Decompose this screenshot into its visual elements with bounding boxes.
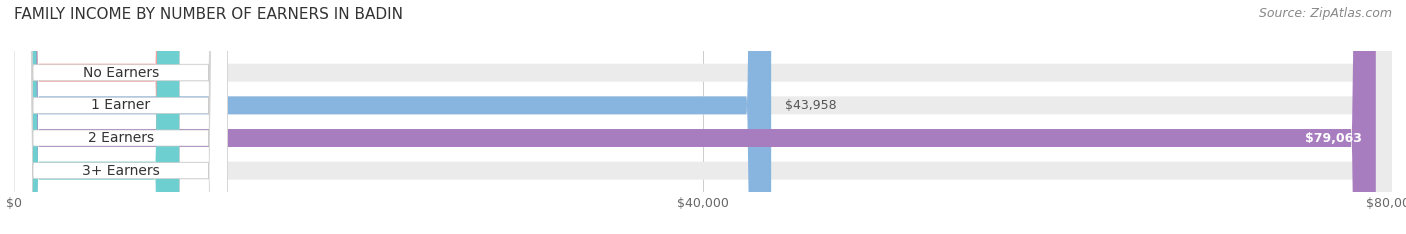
- Text: No Earners: No Earners: [83, 66, 159, 80]
- Text: Source: ZipAtlas.com: Source: ZipAtlas.com: [1258, 7, 1392, 20]
- FancyBboxPatch shape: [14, 0, 1376, 234]
- Text: 3+ Earners: 3+ Earners: [82, 164, 160, 178]
- FancyBboxPatch shape: [14, 0, 1392, 234]
- FancyBboxPatch shape: [14, 0, 1392, 234]
- Text: 1 Earner: 1 Earner: [91, 98, 150, 112]
- Text: $79,063: $79,063: [1305, 132, 1362, 145]
- FancyBboxPatch shape: [14, 0, 180, 234]
- Text: $43,958: $43,958: [785, 99, 837, 112]
- FancyBboxPatch shape: [14, 0, 770, 234]
- FancyBboxPatch shape: [14, 0, 1392, 234]
- Text: $0: $0: [193, 164, 209, 177]
- FancyBboxPatch shape: [14, 0, 180, 234]
- FancyBboxPatch shape: [14, 0, 228, 234]
- Text: $0: $0: [193, 66, 209, 79]
- FancyBboxPatch shape: [14, 0, 228, 234]
- FancyBboxPatch shape: [14, 0, 1392, 234]
- Text: FAMILY INCOME BY NUMBER OF EARNERS IN BADIN: FAMILY INCOME BY NUMBER OF EARNERS IN BA…: [14, 7, 404, 22]
- FancyBboxPatch shape: [14, 0, 228, 234]
- Text: 2 Earners: 2 Earners: [87, 131, 153, 145]
- FancyBboxPatch shape: [14, 0, 228, 234]
